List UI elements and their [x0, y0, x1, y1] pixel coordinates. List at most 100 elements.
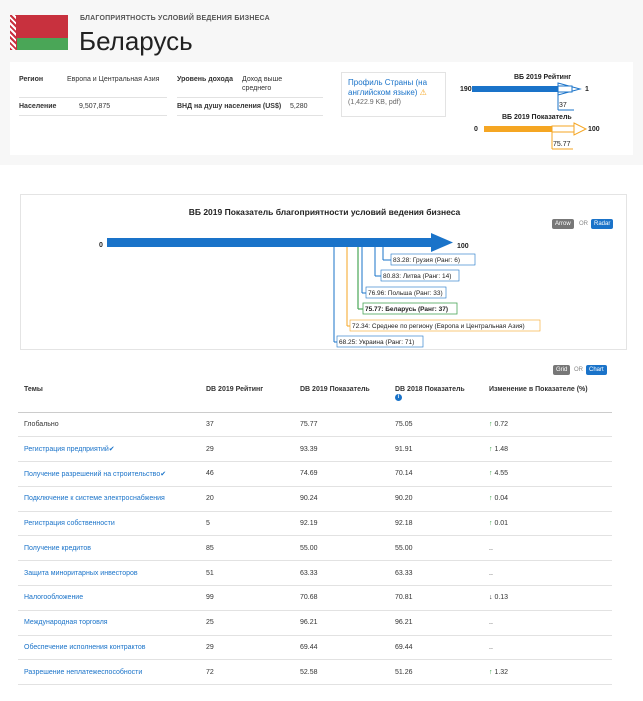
comparator-label-ukraine: 68.25: Украина (Ранг: 71) [339, 339, 414, 346]
mini-rank-value: 37 [559, 102, 567, 109]
rank-cell: 5 [200, 511, 294, 537]
score-bar [107, 238, 431, 247]
mini-rank-right-label: 1 [585, 86, 589, 93]
col-header-score-2018: DB 2018 Показатель i [389, 382, 483, 413]
topic-cell[interactable]: Налогообложение [18, 585, 200, 611]
rank-cell: 25 [200, 610, 294, 636]
score-2018-cell: 92.18 [389, 511, 483, 537]
score-2019-cell: 90.24 [294, 486, 389, 512]
topic-cell[interactable]: Обеспечение исполнения контрактов [18, 635, 200, 661]
change-cell: ↑ 0.72 [483, 412, 612, 438]
info-icon[interactable]: i [395, 394, 402, 401]
score-2019-cell: 70.68 [294, 585, 389, 611]
col-header-topics: Темы [18, 382, 200, 413]
change-cell: ↓ 0.13 [483, 585, 612, 611]
table-row: Регистрация предприятий✔ 29 93.39 91.91 ↑ 1.… [18, 436, 612, 463]
topic-cell[interactable]: Разрешение неплатежеспособности [18, 659, 200, 686]
change-cell: ↑ 0.01 [483, 511, 612, 537]
rank-cell: 72 [200, 659, 294, 686]
table-row: Налогообложение 99 70.68 70.81 ↓ 0.13 [18, 585, 612, 611]
score-2018-cell: 55.00 [389, 535, 483, 562]
arrow-up-icon: ↑ [489, 495, 493, 503]
change-cell: ↑ 1.48 [483, 436, 612, 463]
income-value-line1: Доход выше [242, 76, 283, 83]
topic-cell[interactable]: Международная торговля [18, 610, 200, 636]
population-value: 9,507,875 [79, 103, 111, 110]
col-header-change: Изменение в Показателе (%) [483, 382, 612, 413]
rank-cell: 29 [200, 436, 294, 463]
table-row: Защита миноритарных инвесторов 51 63.33 63.… [18, 560, 612, 587]
chart-toggle-button[interactable]: Chart [586, 365, 607, 375]
topic-cell[interactable]: Получение кредитов [18, 535, 200, 562]
chart-min-label: 0 [99, 242, 103, 249]
topic-cell[interactable]: Получение разрешений на строительство✔ [18, 461, 200, 487]
score-comparison-panel: ВБ 2019 Показатель благоприятности услов… [20, 194, 627, 350]
score-2019-cell: 92.19 [294, 511, 389, 537]
comparator-label-region-average: 72.34: Среднее по региону (Европа и Цент… [352, 323, 525, 330]
radar-toggle-button[interactable]: Radar [591, 219, 614, 229]
checkmark-icon: ✔ [108, 446, 115, 454]
table-row: Получение кредитов 85 55.00 55.00.. [18, 535, 612, 562]
arrow-up-icon: ↑ [489, 520, 493, 528]
table-row: Получение разрешений на строительство✔ 46… [18, 461, 612, 487]
score-2019-cell: 74.69 [294, 461, 389, 487]
arrow-up-icon: ↑ [489, 420, 493, 428]
region-label: Регион [19, 76, 44, 83]
topic-cell[interactable]: Регистрация предприятий✔ [18, 436, 200, 463]
mini-charts-graphics [472, 82, 588, 150]
score-2018-cell: 90.20 [389, 486, 483, 512]
score-2019-cell: 96.21 [294, 610, 389, 636]
change-cell: .. [483, 560, 612, 587]
gni-label: ВНД на душу населения (US$) [177, 103, 282, 110]
arrow-up-icon: ↑ [489, 668, 493, 676]
table-row: Глобально 37 75.77 75.05 ↑ 0.72 [18, 412, 612, 438]
col-header-score-2019: DB 2019 Показатель [294, 382, 389, 413]
population-label: Население [19, 103, 57, 110]
score-2018-cell: 75.05 [389, 412, 483, 438]
change-cell: ↑ 1.32 [483, 659, 612, 686]
page-title: Беларусь [79, 26, 193, 56]
country-profile-link[interactable]: Профиль Страны (на английском языке) ⚠ [348, 78, 428, 97]
checkmark-icon: ✔ [160, 470, 167, 478]
change-cell: ↑ 4.55 [483, 461, 612, 487]
country-profile-card[interactable]: Профиль Страны (на английском языке) ⚠ (… [341, 72, 446, 117]
income-value-line2: среднего [242, 85, 272, 92]
col-header-rank-2019: DB 2019 Рейтинг [200, 382, 294, 413]
mini-rank-left-label: 190 [460, 86, 472, 93]
topic-cell[interactable]: Регистрация собственности [18, 511, 200, 537]
chart-title: ВБ 2019 Показатель благоприятности услов… [188, 207, 461, 217]
rank-cell: 51 [200, 560, 294, 587]
page-kicker: БЛАГОПРИЯТНОСТЬ УСЛОВИЙ ВЕДЕНИЯ БИЗНЕСА [80, 15, 270, 22]
table-row: Обеспечение исполнения контрактов 29 69.44… [18, 635, 612, 661]
arrow-toggle-button[interactable]: Arrow [552, 219, 574, 229]
score-2019-cell: 55.00 [294, 535, 389, 562]
mini-score-left-label: 0 [474, 126, 478, 133]
toggle-or-label: OR [579, 221, 588, 227]
comparator-label-belarus: 75.77: Беларусь (Ранг: 37) [365, 306, 448, 313]
rank-cell: 20 [200, 486, 294, 512]
table-header-row: Темы DB 2019 Рейтинг DB 2019 Показатель … [18, 382, 612, 413]
topics-table: Темы DB 2019 Рейтинг DB 2019 Показатель … [18, 382, 612, 686]
topic-cell[interactable]: Подключение к системе электроснабжения [18, 486, 200, 512]
gni-value: 5,280 [290, 103, 308, 110]
table-row: Регистрация собственности 5 92.19 92.18 ↑ 0.… [18, 511, 612, 537]
change-cell: .. [483, 635, 612, 661]
arrow-up-icon: ↑ [489, 445, 493, 453]
rank-cell: 29 [200, 635, 294, 661]
score-2018-cell: 51.26 [389, 659, 483, 686]
score-2019-cell: 52.58 [294, 659, 389, 686]
mini-score-right-label: 100 [588, 126, 600, 133]
change-cell: .. [483, 610, 612, 636]
grid-toggle-button[interactable]: Grid [553, 365, 571, 375]
pdf-warning-icon: ⚠ [419, 88, 427, 97]
score-2018-cell: 70.14 [389, 461, 483, 487]
score-2018-cell: 96.21 [389, 610, 483, 636]
topic-cell[interactable]: Защита миноритарных инвесторов [18, 560, 200, 587]
change-cell: .. [483, 535, 612, 562]
topic-cell: Глобально [18, 412, 200, 438]
table-row: Международная торговля 25 96.21 96.21.. [18, 610, 612, 636]
score-2018-cell: 91.91 [389, 436, 483, 463]
comparator-label-lithuania: 80.83: Литва (Ранг: 14) [383, 273, 451, 280]
rank-cell: 46 [200, 461, 294, 487]
comparator-label-poland: 76.96: Польша (Ранг: 33) [368, 290, 443, 297]
